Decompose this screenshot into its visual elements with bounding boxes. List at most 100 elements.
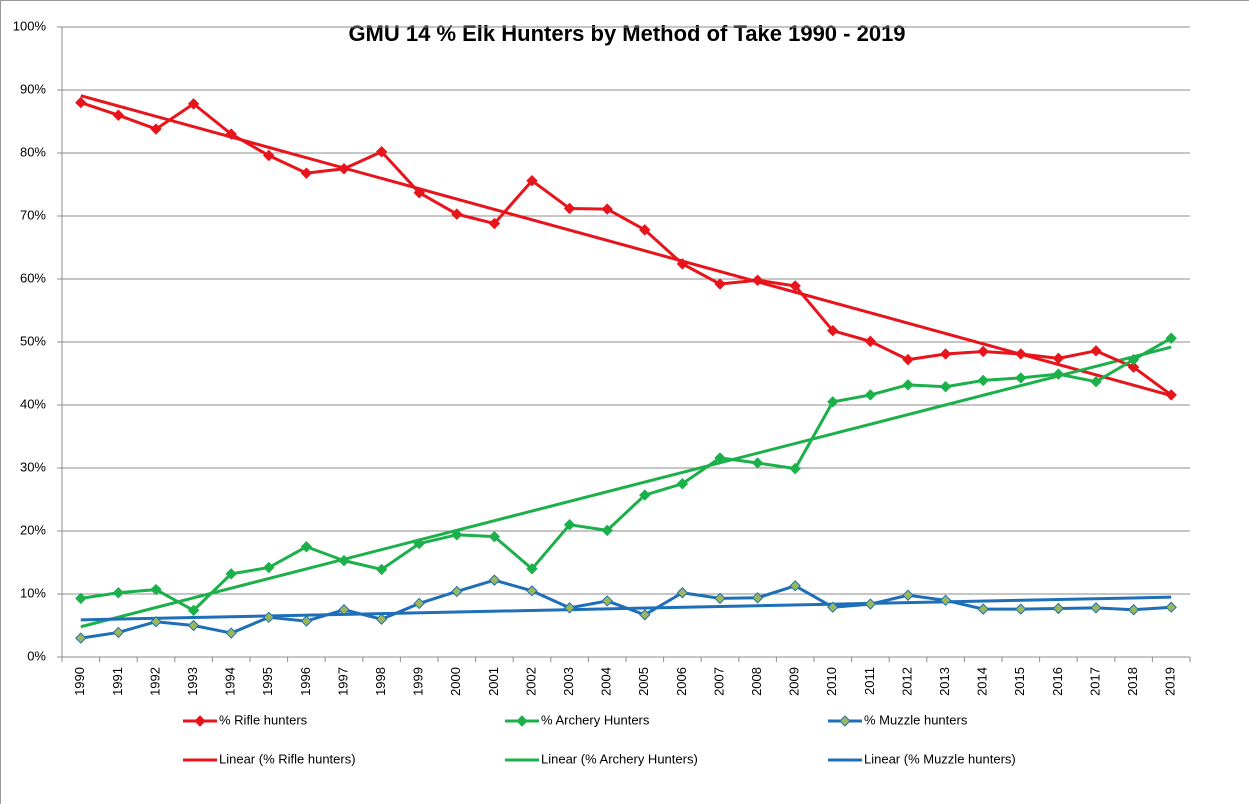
marker [1165, 601, 1177, 613]
x-tick-label: 2011 [862, 667, 877, 695]
marker [939, 594, 952, 607]
x-tick-label: 2014 [975, 667, 990, 696]
x-tick-label: 1997 [335, 667, 350, 696]
marker [75, 592, 87, 605]
legend-label: Linear (% Muzzle hunters) [864, 751, 1016, 766]
legend-marker [516, 715, 528, 727]
marker [413, 186, 425, 199]
x-tick-label: 2012 [899, 667, 914, 696]
marker [150, 583, 162, 596]
marker [827, 601, 839, 613]
marker [263, 611, 275, 624]
marker [1127, 604, 1140, 616]
marker [601, 524, 613, 537]
marker [1052, 352, 1065, 365]
legend-label: % Rifle hunters [219, 712, 308, 727]
x-tick-label: 1994 [223, 667, 238, 696]
marker [187, 604, 200, 617]
marker [526, 585, 538, 597]
marker [300, 541, 313, 553]
y-tick-label: 50% [20, 333, 46, 348]
marker [902, 589, 914, 601]
legend-label: Linear (% Rifle hunters) [219, 751, 356, 766]
marker [75, 632, 87, 644]
x-tick-label: 1992 [147, 667, 162, 696]
marker [789, 280, 801, 292]
marker [413, 537, 425, 550]
x-tick-label: 2019 [1163, 667, 1178, 696]
marker [714, 278, 726, 290]
x-tick-label: 2004 [599, 667, 614, 696]
marker [488, 217, 501, 230]
x-tick-label: 1995 [260, 667, 275, 696]
chart-title: GMU 14 % Elk Hunters by Method of Take 1… [348, 21, 905, 46]
marker [1090, 375, 1102, 388]
y-tick-label: 90% [20, 81, 46, 96]
y-tick-label: 10% [20, 585, 46, 600]
marker [112, 587, 125, 599]
marker [977, 603, 989, 615]
marker [714, 452, 726, 464]
x-tick-label: 2008 [749, 667, 764, 696]
x-tick-label: 1998 [373, 667, 388, 696]
marker [563, 518, 576, 531]
marker [676, 478, 689, 490]
legend-label: % Archery Hunters [541, 712, 650, 727]
x-tick-label: 2017 [1087, 667, 1102, 696]
legend-label: % Muzzle hunters [864, 712, 968, 727]
marker [413, 597, 425, 610]
x-tick-label: 2006 [674, 667, 689, 696]
marker [263, 149, 275, 162]
y-tick-label: 60% [20, 270, 46, 285]
marker [338, 554, 350, 567]
marker [375, 563, 388, 576]
marker [1090, 345, 1102, 357]
y-tick-label: 0% [27, 648, 46, 663]
marker [1165, 332, 1177, 344]
marker [827, 396, 839, 408]
marker [526, 563, 538, 575]
marker [1015, 372, 1027, 384]
marker [75, 96, 87, 109]
marker [338, 604, 350, 616]
marker [112, 109, 125, 121]
marker [451, 585, 463, 598]
marker [789, 580, 801, 592]
marker [601, 595, 613, 607]
x-tick-label: 1990 [72, 667, 87, 696]
marker [112, 626, 125, 639]
legend-marker [194, 715, 206, 727]
y-tick-label: 30% [20, 459, 46, 474]
marker [939, 348, 952, 360]
marker [1165, 389, 1177, 401]
marker [601, 203, 613, 215]
x-tick-label: 1993 [185, 667, 200, 696]
x-tick-label: 2003 [561, 667, 576, 696]
marker [1127, 353, 1140, 366]
marker [977, 345, 989, 358]
marker [225, 627, 237, 639]
marker [225, 568, 237, 580]
series-line [80, 336, 1172, 612]
marker [300, 615, 313, 627]
marker [639, 609, 651, 621]
trendline [80, 94, 1172, 397]
marker [1127, 361, 1140, 373]
marker [488, 530, 501, 543]
marker [714, 592, 726, 605]
marker [864, 335, 877, 348]
x-tick-label: 1991 [110, 667, 125, 696]
x-tick-label: 2002 [523, 667, 538, 696]
marker [977, 374, 989, 387]
marker [751, 274, 764, 286]
marker [375, 613, 388, 625]
x-tick-label: 1999 [411, 667, 426, 696]
marker [488, 574, 501, 586]
y-tick-label: 20% [20, 522, 46, 537]
x-tick-label: 2018 [1125, 667, 1140, 696]
marker [639, 224, 651, 236]
marker [225, 128, 237, 140]
marker [563, 202, 576, 215]
x-tick-label: 1996 [298, 667, 313, 696]
